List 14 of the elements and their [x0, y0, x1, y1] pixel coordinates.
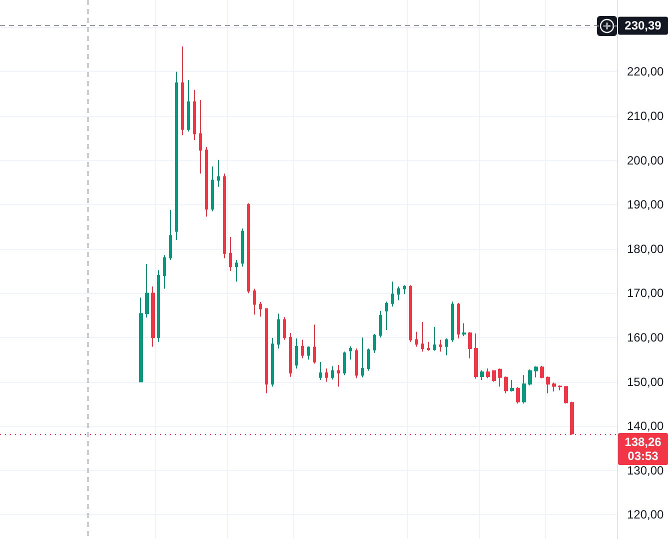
- y-tick-label: 190,00: [627, 198, 664, 212]
- y-tick-label: 150,00: [627, 374, 664, 389]
- y-tick-label: 170,00: [627, 286, 664, 300]
- y-tick-label: 120,00: [627, 508, 664, 522]
- y-tick-label: 130,00: [627, 463, 664, 478]
- y-tick-label: 140,00: [627, 419, 664, 434]
- ref-line-label: 230,39: [624, 18, 662, 33]
- y-tick-label: 220,00: [627, 64, 664, 79]
- y-tick-label: 210,00: [627, 109, 664, 124]
- y-tick-label: 160,00: [627, 330, 664, 344]
- text: 03:53: [628, 449, 659, 464]
- y-tick-label: 200,00: [627, 153, 664, 168]
- ref-line-label: 138,26: [624, 435, 662, 450]
- y-tick-label: 180,00: [627, 242, 664, 256]
